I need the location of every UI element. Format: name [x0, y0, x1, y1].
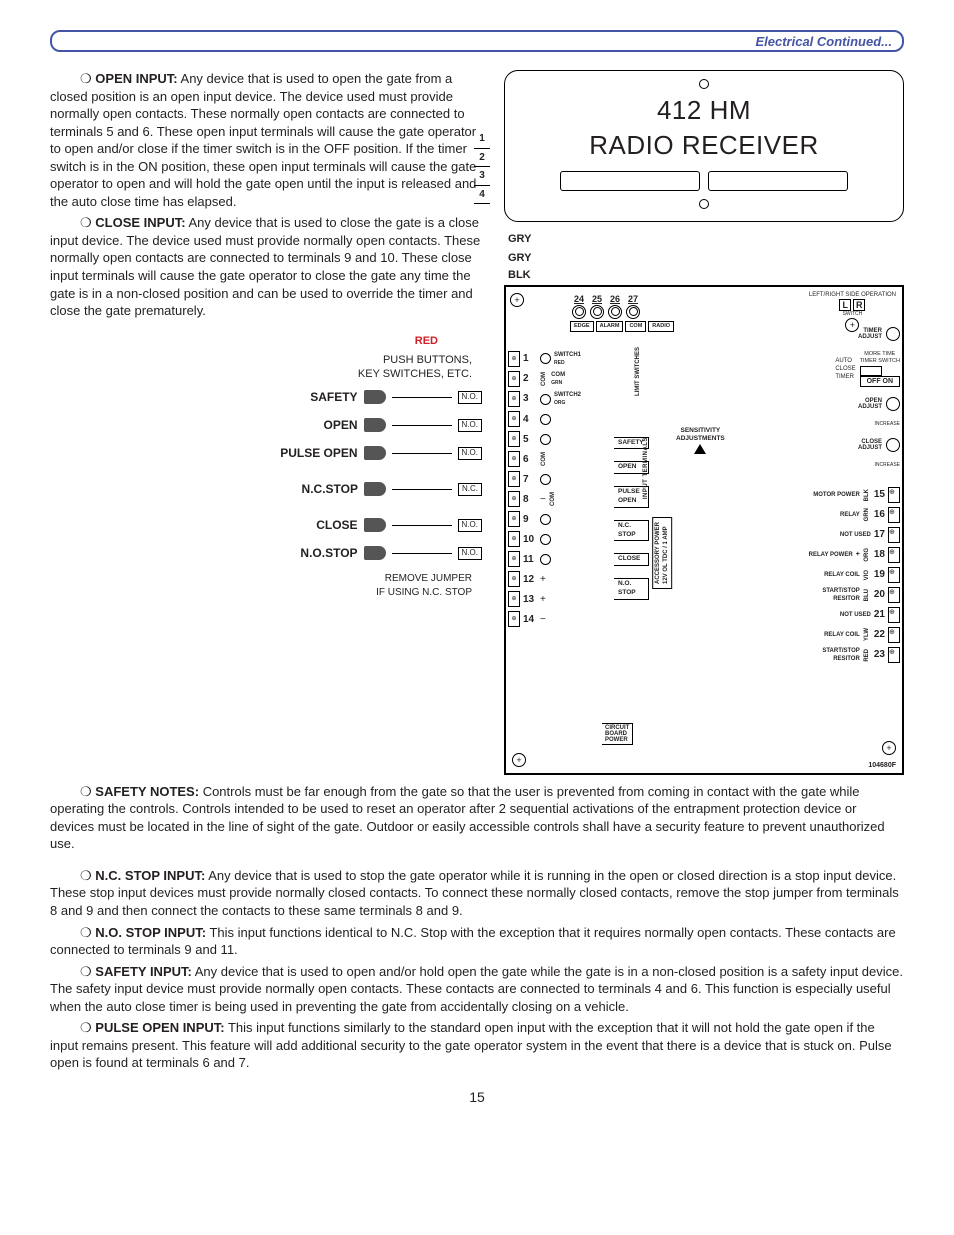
left-terminal: ⊕9 — [508, 511, 581, 527]
right-terminal: NOT USED17⊕ — [809, 527, 900, 543]
right-terminal: NOT USED21⊕ — [809, 607, 900, 623]
left-terminal: ⊕12 — [508, 571, 581, 587]
connector-icon — [364, 446, 386, 460]
top-terminal: 25 — [590, 293, 604, 319]
left-terminal: ⊕11 — [508, 551, 581, 567]
right-terminal: RELAY POWER+ORG18⊕ — [809, 547, 900, 563]
right-terminals: MOTOR POWERBLK15⊕ RELAYGRN16⊕ NOT USED17⊕ R… — [809, 487, 900, 663]
top-terminal: 26 — [608, 293, 622, 319]
top-terminal: 24 — [572, 293, 586, 319]
adjustment-pots: TIMER ADJUST AUTO CLOSE TIMERMORE TIMETI… — [835, 327, 900, 469]
top-terminal: 27 — [626, 293, 640, 319]
left-terminal: ⊕10 — [508, 531, 581, 547]
connector-icon — [364, 518, 386, 532]
connector-icon — [364, 546, 386, 560]
close-input-heading: CLOSE INPUT: — [80, 215, 186, 230]
right-terminal: START/STOP RESITORBLU20⊕ — [809, 587, 900, 603]
screw-icon — [510, 293, 524, 307]
right-terminal: MOTOR POWERBLK15⊕ — [809, 487, 900, 503]
wire-red-label: RED — [415, 335, 438, 347]
open-input-body: Any device that is used to open the gate… — [50, 71, 476, 209]
left-terminals: ⊕1SWITCH1RED ⊕2COMCOMGRN ⊕3SWITCH2ORG ⊕4 ⊕5 ⊕… — [508, 351, 581, 628]
pushbutton-row: CLOSEN.O. — [90, 516, 482, 534]
no-stop-heading: N.O. STOP INPUT: — [80, 925, 206, 940]
page-number: 15 — [50, 1088, 904, 1107]
control-board-diagram: 24252627 EDGEALARMCOMRADIO LEFT/RIGHT SI… — [504, 285, 904, 775]
lr-switch-block: LEFT/RIGHT SIDE OPERATION LR SWITCH — [809, 291, 896, 332]
push-button-diagram: RED PUSH BUTTONS, KEY SWITCHES, ETC. SAF… — [90, 334, 482, 600]
left-terminal: ⊕13 — [508, 591, 581, 607]
accessory-power-label: ACCESSORY POWER 12V OL TDC / 1 AMP — [652, 517, 672, 589]
wire-gry-label: GRY — [508, 251, 531, 266]
pushbutton-row: SAFETYN.O. — [90, 388, 482, 406]
receiver-dip-numbers: 1234 — [474, 130, 490, 204]
receiver-name: RADIO RECEIVER — [513, 128, 895, 163]
left-terminal: ⊕3SWITCH2ORG — [508, 391, 581, 407]
left-terminal: ⊕2COMCOMGRN — [508, 371, 581, 387]
warning-triangle-icon — [694, 444, 706, 454]
limit-switches-label: LIMIT SWITCHES — [634, 347, 642, 396]
header-title: Electrical Continued... — [755, 33, 892, 51]
input-terminals-label: INPUT TERMINALS — [642, 437, 650, 499]
connector-icon — [364, 418, 386, 432]
input-function-label: CLOSE — [614, 553, 649, 566]
left-terminal: ⊕7 — [508, 471, 581, 487]
section-header: Electrical Continued... — [50, 30, 904, 52]
pushbutton-row: PULSE OPENN.O. — [90, 444, 482, 462]
part-number: 104680F — [868, 761, 896, 770]
screw-icon — [882, 741, 896, 755]
connector-icon — [364, 482, 386, 496]
input-function-label: N.C. STOP — [614, 520, 649, 542]
wire-gry-label: GRY — [508, 233, 531, 245]
safety-input-heading: SAFETY INPUT: — [80, 964, 192, 979]
input-function-label: N.O. STOP — [614, 578, 649, 600]
safety-notes-heading: SAFETY NOTES: — [80, 784, 199, 799]
pushbutton-row: OPENN.O. — [90, 416, 482, 434]
pushbutton-title: PUSH BUTTONS, KEY SWITCHES, ETC. — [90, 353, 472, 383]
jumper-note: REMOVE JUMPER IF USING N.C. STOP — [90, 572, 472, 599]
pushbutton-row: N.C.STOPN.C. — [90, 480, 482, 498]
circuit-board-power-label: CIRCUIT BOARD POWER — [602, 723, 633, 745]
screw-icon — [512, 753, 526, 767]
pulse-open-heading: PULSE OPEN INPUT: — [80, 1020, 225, 1035]
left-terminal: ⊕1SWITCH1RED — [508, 351, 581, 367]
left-terminal: ⊕6COM — [508, 451, 581, 467]
nc-stop-heading: N.C. STOP INPUT: — [80, 868, 205, 883]
left-terminal: ⊕14 — [508, 611, 581, 627]
receiver-model: 412 HM — [513, 93, 895, 128]
right-terminal: RELAY COILVIO19⊕ — [809, 567, 900, 583]
left-column: OPEN INPUT: Any device that is used to o… — [50, 70, 482, 775]
antenna-port-icon — [699, 199, 709, 209]
close-input-body: Any device that is used to close the gat… — [50, 215, 480, 318]
right-column: 1234 412 HM RADIO RECEIVER GRY GRY BLK 2… — [504, 70, 904, 775]
left-terminal: ⊕5 — [508, 431, 581, 447]
sensitivity-adjustments-label: SENSITIVITY ADJUSTMENTS — [676, 427, 725, 455]
connector-icon — [364, 390, 386, 404]
right-terminal: RELAYGRN16⊕ — [809, 507, 900, 523]
right-terminal: RELAY COILYLW22⊕ — [809, 627, 900, 643]
right-terminal: START/STOP RESITORRED23⊕ — [809, 647, 900, 663]
left-terminal: ⊕4 — [508, 411, 581, 427]
wire-blk-label: BLK — [508, 269, 531, 281]
antenna-port-icon — [699, 79, 709, 89]
pushbutton-row: N.O.STOPN.O. — [90, 544, 482, 562]
left-terminal: ⊕8COM — [508, 491, 581, 507]
radio-receiver-box: 412 HM RADIO RECEIVER — [504, 70, 904, 222]
open-input-heading: OPEN INPUT: — [80, 71, 178, 86]
